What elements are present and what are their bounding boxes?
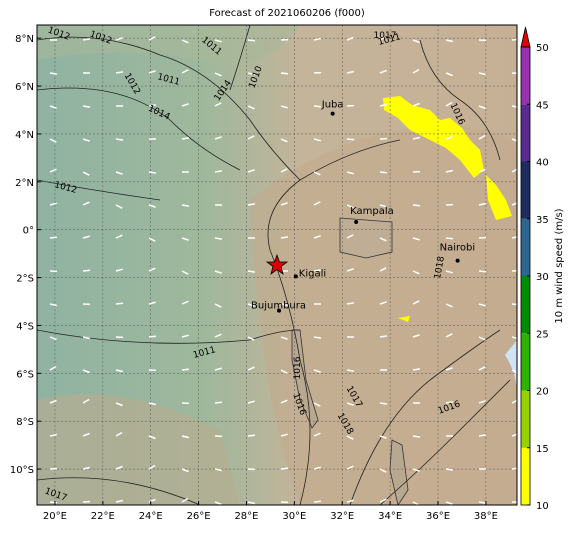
wind-barb	[314, 501, 321, 502]
wind-barb	[116, 303, 123, 304]
colorbar-segment	[521, 104, 530, 161]
wind-barb	[83, 270, 90, 271]
colorbar-tick-label: 20	[536, 387, 549, 398]
title: Forecast of 2021060206 (f000)	[209, 8, 365, 19]
wind-barb	[347, 139, 354, 140]
x-tick-label: 26°E	[187, 511, 211, 522]
y-tick-label: 6°S	[16, 369, 34, 380]
colorbar-segment	[521, 391, 530, 448]
colorbar: 10 15 20 25 30 35 40 45 50	[521, 27, 549, 512]
colorbar-tick-label: 10	[536, 501, 549, 512]
city-dot	[354, 220, 358, 224]
y-tick-label: 6°N	[15, 82, 34, 93]
city-label: Nairobi	[440, 243, 476, 254]
x-tick-label: 36°E	[426, 511, 450, 522]
wind-barb	[512, 304, 519, 305]
x-tick-label: 32°E	[330, 511, 354, 522]
x-tick-label: 38°E	[474, 511, 498, 522]
colorbar-extension	[521, 27, 530, 47]
colorbar-segment	[521, 162, 530, 219]
y-tick-label: 10°S	[10, 465, 34, 476]
wind-barb	[182, 369, 189, 370]
colorbar-tick-label: 40	[536, 158, 549, 169]
wind-barb	[281, 468, 288, 469]
wind-barb	[380, 172, 387, 173]
colorbar-tick-label: 50	[536, 43, 549, 54]
x-tick-label: 28°E	[234, 511, 258, 522]
y-tick-label: 4°S	[16, 321, 34, 332]
wind-barb	[149, 336, 156, 337]
colorbar-tick-label: 15	[536, 444, 549, 455]
wind-barb	[50, 502, 57, 503]
colorbar-segment	[521, 333, 530, 390]
y-tick-label: 8°N	[15, 34, 34, 45]
colorbar-label: 10 m wind speed (m/s)	[554, 208, 565, 323]
city-label: Kampala	[350, 206, 394, 217]
city-dot	[331, 112, 335, 116]
x-tick-label: 24°E	[139, 511, 163, 522]
contour-label: 1016	[293, 356, 303, 379]
colorbar-segment	[521, 219, 530, 276]
colorbar-tick-label: 25	[536, 329, 549, 340]
wind-barb	[50, 237, 57, 238]
city-label: Bujumbura	[251, 301, 306, 312]
x-tick-label: 34°E	[378, 511, 402, 522]
city-label: Kigali	[299, 268, 326, 279]
city-dot	[456, 259, 460, 263]
colorbar-segment	[521, 47, 530, 104]
wind-barb	[248, 40, 255, 41]
colorbar-segment	[521, 448, 530, 505]
y-tick-label: 2°N	[15, 178, 34, 189]
y-tick-label: 2°S	[16, 274, 34, 285]
colorbar-tick-label: 45	[536, 100, 549, 111]
wind-barb	[215, 402, 222, 403]
x-tick-label: 22°E	[91, 511, 115, 522]
colorbar-segment	[521, 276, 530, 333]
city-dot	[294, 274, 298, 278]
city-label: Juba	[321, 100, 344, 111]
wind-barb	[479, 271, 486, 272]
x-tick-label: 20°E	[43, 511, 67, 522]
y-tick-label: 0°	[23, 226, 34, 237]
y-tick-label: 4°N	[15, 130, 34, 141]
colorbar-tick-label: 35	[536, 215, 549, 226]
x-tick-label: 30°E	[282, 511, 306, 522]
wind-barb	[314, 106, 321, 107]
wind-barb	[512, 39, 519, 40]
y-tick-label: 8°S	[16, 417, 34, 428]
wind-barb	[281, 73, 288, 74]
wind-barb	[248, 435, 255, 436]
colorbar-tick-label: 30	[536, 272, 549, 283]
wind-barb	[413, 205, 420, 206]
contour-label: 1017	[374, 31, 397, 41]
wind-barb	[446, 238, 453, 239]
